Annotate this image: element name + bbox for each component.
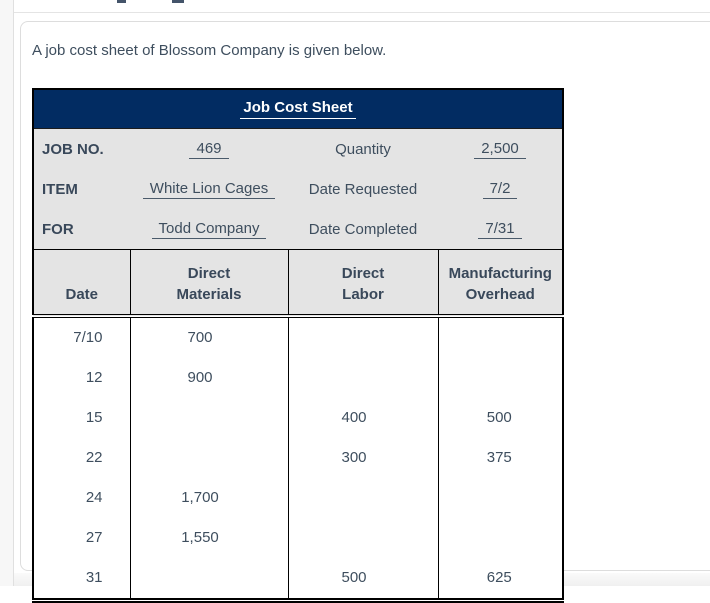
job-cost-sheet-table: Job Cost Sheet JOB NO. 469 Quantity 2,50… [32, 88, 564, 603]
info-row-job-no: JOB NO. 469 Quantity 2,500 [33, 128, 563, 169]
quantity-value: 2,500 [438, 128, 563, 169]
materials-cell [129, 397, 288, 438]
column-header-section: Date Direct Materials Direct Labor Manuf… [33, 249, 563, 318]
labor-cell: 300 [287, 437, 438, 478]
overhead-cell: 375 [437, 437, 563, 478]
date-completed-label: Date Completed [288, 209, 438, 250]
info-row-item: ITEM White Lion Cages Date Requested 7/2 [33, 169, 563, 209]
question-card: A job cost sheet of Blossom Company is g… [20, 21, 710, 603]
overhead-cell [437, 517, 563, 558]
item-label: ITEM [33, 169, 130, 209]
table-row: 31 500 625 [33, 557, 563, 600]
date-cell: 7/10 [33, 315, 130, 358]
labor-cell [287, 357, 438, 398]
labor-cell [287, 315, 438, 358]
table-row: 15 400 500 [33, 397, 563, 438]
overhead-cell: 625 [437, 557, 563, 600]
table-row: 22 300 375 [33, 437, 563, 478]
date-cell: 24 [33, 477, 130, 518]
top-divider-bar [14, 0, 710, 13]
date-cell: 12 [33, 357, 130, 398]
materials-cell: 700 [129, 315, 288, 358]
clipped-text-fragment [117, 0, 126, 3]
cost-entries-section: 7/10 700 12 900 15 400 500 22 300 [33, 315, 563, 600]
date-cell: 15 [33, 397, 130, 438]
quantity-label: Quantity [288, 128, 438, 169]
for-label: FOR [33, 209, 130, 250]
date-requested-value: 7/2 [438, 169, 563, 209]
labor-cell: 500 [287, 557, 438, 600]
info-section: JOB NO. 469 Quantity 2,500 ITEM White Li… [33, 128, 563, 250]
overhead-cell [437, 477, 563, 518]
job-no-label: JOB NO. [33, 128, 130, 169]
labor-cell [287, 517, 438, 558]
for-value: Todd Company [130, 209, 288, 250]
column-header-direct-materials: Direct Materials [129, 249, 288, 318]
table-title-row: Job Cost Sheet [33, 89, 563, 129]
job-no-value: 469 [130, 128, 288, 169]
overhead-cell [437, 357, 563, 398]
materials-cell: 1,700 [129, 477, 288, 518]
title-section: Job Cost Sheet [33, 89, 563, 129]
table-row: 12 900 [33, 357, 563, 398]
info-row-for: FOR Todd Company Date Completed 7/31 [33, 209, 563, 250]
materials-cell [129, 557, 288, 600]
materials-cell: 900 [129, 357, 288, 398]
column-header-direct-labor: Direct Labor [287, 249, 438, 318]
overhead-cell [437, 315, 563, 358]
table-row: 24 1,700 [33, 477, 563, 518]
column-header-date: Date [33, 249, 130, 318]
column-header-manufacturing-overhead: Manufacturing Overhead [437, 249, 563, 318]
clipped-text-fragment [172, 0, 184, 3]
date-cell: 27 [33, 517, 130, 558]
date-completed-value: 7/31 [438, 209, 563, 250]
table-row: 27 1,550 [33, 517, 563, 558]
table-title: Job Cost Sheet [33, 89, 563, 129]
column-header-row: Date Direct Materials Direct Labor Manuf… [33, 249, 563, 318]
intro-text: A job cost sheet of Blossom Company is g… [32, 42, 387, 59]
materials-cell: 1,550 [129, 517, 288, 558]
item-value: White Lion Cages [130, 169, 288, 209]
left-gutter [0, 0, 14, 586]
table-title-text: Job Cost Sheet [240, 99, 356, 119]
labor-cell: 400 [287, 397, 438, 438]
overhead-cell: 500 [437, 397, 563, 438]
materials-cell [129, 437, 288, 478]
date-cell: 22 [33, 437, 130, 478]
table-row: 7/10 700 [33, 315, 563, 358]
date-cell: 31 [33, 557, 130, 600]
date-requested-label: Date Requested [288, 169, 438, 209]
labor-cell [287, 477, 438, 518]
